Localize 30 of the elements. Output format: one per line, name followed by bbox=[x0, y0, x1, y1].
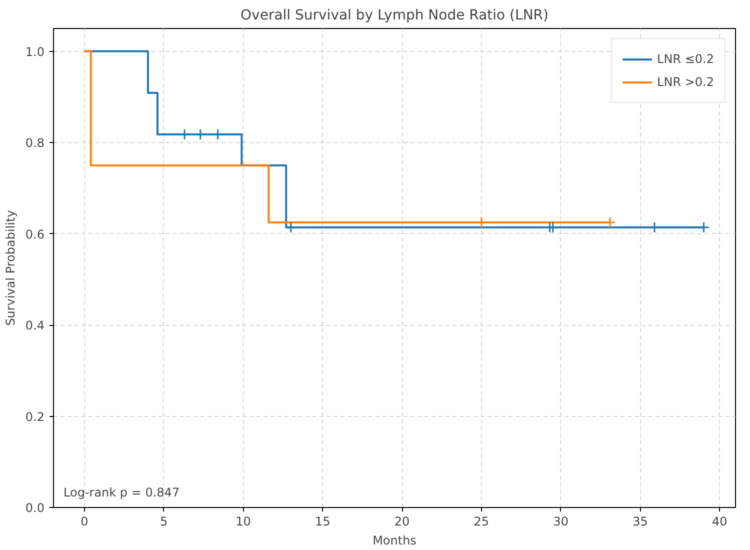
x-tick-label: 15 bbox=[315, 514, 330, 528]
point bbox=[285, 222, 297, 234]
point bbox=[698, 222, 710, 234]
chart-title: Overall Survival by Lymph Node Ratio (LNR) bbox=[240, 8, 548, 24]
legend-label: LNR >0.2 bbox=[657, 75, 714, 89]
point bbox=[194, 128, 206, 140]
x-tick-label: 40 bbox=[712, 514, 728, 528]
y-tick-label: 0.8 bbox=[25, 136, 45, 150]
y-axis-title: Survival Probability bbox=[3, 210, 18, 326]
x-tick-label: 35 bbox=[632, 514, 648, 528]
point bbox=[648, 222, 660, 234]
point bbox=[547, 222, 559, 234]
x-tick-label: 0 bbox=[80, 514, 88, 528]
x-tick-label: 30 bbox=[553, 514, 568, 528]
y-tick-label: 0.6 bbox=[25, 227, 45, 242]
legend-label: LNR ≤0.2 bbox=[657, 52, 714, 66]
annotation: Log-rank p = 0.847 bbox=[64, 486, 180, 500]
y-tick-label: 0.4 bbox=[25, 318, 45, 333]
y-tick-label: 0.0 bbox=[25, 501, 45, 515]
y-tick-label: 1.0 bbox=[25, 44, 45, 59]
y-tick-label: 0.2 bbox=[25, 410, 45, 424]
point bbox=[178, 128, 190, 140]
point bbox=[476, 216, 488, 228]
point bbox=[212, 128, 224, 140]
x-tick-label: 10 bbox=[236, 514, 251, 528]
x-axis-title: Months bbox=[372, 534, 416, 548]
point bbox=[604, 216, 616, 228]
x-tick-label: 25 bbox=[474, 514, 490, 528]
x-tick-label: 20 bbox=[394, 514, 410, 528]
x-tick-label: 5 bbox=[160, 514, 168, 528]
